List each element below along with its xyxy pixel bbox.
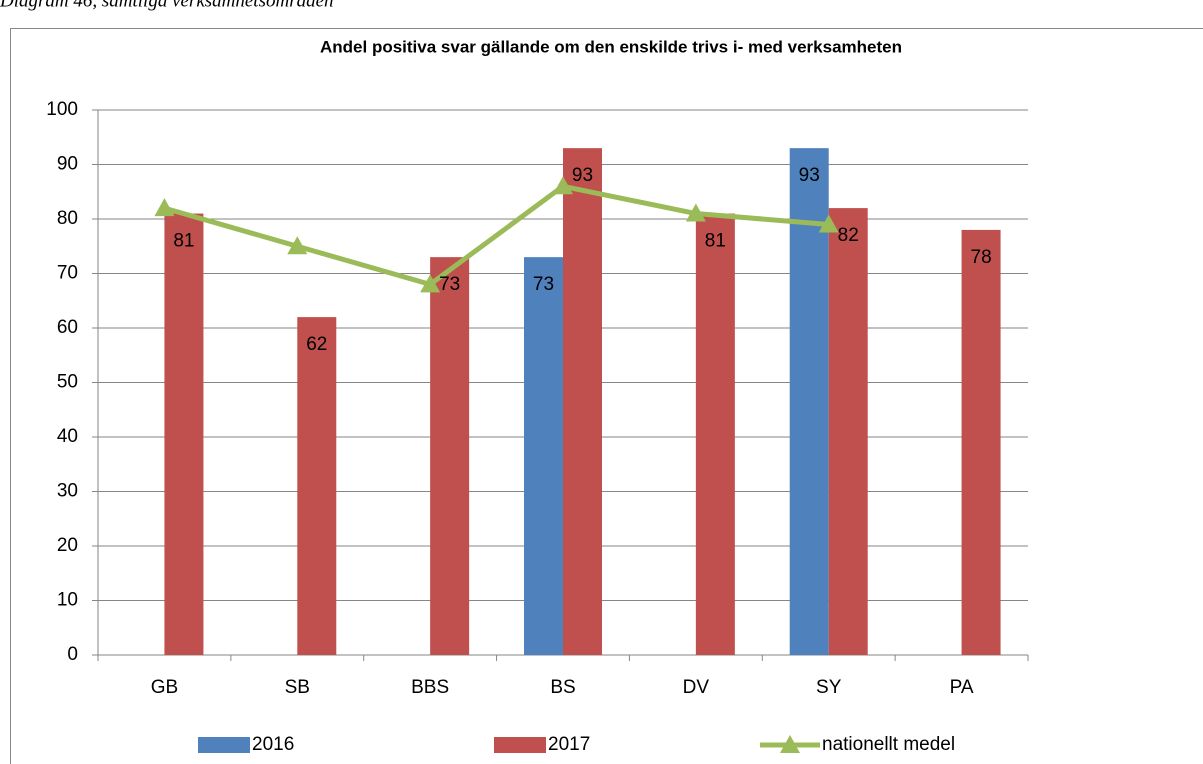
bar bbox=[789, 148, 829, 655]
line-marker bbox=[685, 203, 706, 222]
bar bbox=[164, 213, 204, 656]
line-series bbox=[163, 183, 829, 287]
data-label: 73 bbox=[439, 274, 460, 295]
y-tick-label: 10 bbox=[57, 590, 78, 611]
y-tick-label: 60 bbox=[57, 317, 78, 338]
y-tick-label: 30 bbox=[57, 481, 78, 502]
chart-frame bbox=[10, 28, 1203, 764]
legend-label: 2016 bbox=[252, 734, 294, 755]
legend-swatch bbox=[494, 737, 546, 753]
bar bbox=[828, 208, 868, 655]
data-label: 93 bbox=[799, 165, 820, 186]
legend-marker bbox=[780, 735, 800, 753]
x-tick-label: SB bbox=[285, 677, 310, 698]
y-tick-label: 90 bbox=[57, 154, 78, 175]
data-label: 73 bbox=[533, 274, 554, 295]
bar bbox=[524, 257, 563, 655]
chart-title: Andel positiva svar gällande om den ensk… bbox=[320, 37, 902, 56]
y-tick-label: 80 bbox=[57, 208, 78, 229]
y-tick-label: 20 bbox=[57, 535, 78, 556]
bar bbox=[563, 148, 602, 655]
line-marker bbox=[818, 214, 839, 233]
legend-label: 2017 bbox=[548, 734, 590, 755]
y-tick-label: 0 bbox=[67, 644, 78, 665]
y-tick-label: 100 bbox=[46, 99, 78, 120]
x-tick-label: PA bbox=[950, 677, 974, 698]
y-tick-label: 70 bbox=[57, 263, 78, 284]
data-label: 81 bbox=[705, 231, 726, 252]
data-label: 82 bbox=[838, 225, 859, 246]
x-tick-label: BBS bbox=[411, 677, 449, 698]
x-tick-label: GB bbox=[151, 677, 178, 698]
data-label: 62 bbox=[306, 334, 327, 355]
bar bbox=[297, 317, 337, 655]
bar bbox=[695, 213, 735, 656]
line-marker bbox=[553, 176, 573, 195]
legend-label: nationellt medel bbox=[822, 734, 955, 755]
line-marker bbox=[420, 274, 441, 293]
data-label: 93 bbox=[572, 165, 593, 186]
bar bbox=[430, 257, 470, 655]
line-marker bbox=[287, 236, 308, 255]
y-tick-label: 40 bbox=[57, 426, 78, 447]
bar bbox=[961, 229, 1001, 655]
x-tick-label: DV bbox=[683, 677, 710, 698]
data-label: 81 bbox=[173, 231, 194, 252]
line-marker bbox=[154, 198, 175, 217]
data-label: 78 bbox=[971, 247, 992, 268]
legend-swatch bbox=[198, 737, 250, 753]
x-tick-label: BS bbox=[550, 677, 575, 698]
x-tick-label: SY bbox=[816, 677, 842, 698]
y-tick-label: 50 bbox=[57, 372, 78, 393]
caption: Diagram 46, samtliga verksamhetsområden bbox=[0, 0, 334, 11]
